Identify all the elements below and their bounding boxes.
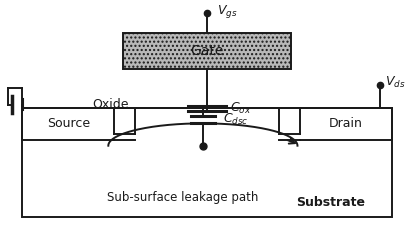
Text: $C_{ox}$: $C_{ox}$ xyxy=(229,101,250,116)
Text: Oxide: Oxide xyxy=(92,98,128,111)
Text: $V_{gs}$: $V_{gs}$ xyxy=(217,3,237,20)
Text: Gate: Gate xyxy=(190,44,223,58)
Text: $V_{ds}$: $V_{ds}$ xyxy=(384,75,404,90)
Bar xyxy=(122,33,291,69)
Bar xyxy=(22,108,391,217)
Text: Source: Source xyxy=(47,117,90,131)
Text: $C_{dsc}$: $C_{dsc}$ xyxy=(223,112,248,127)
Text: Drain: Drain xyxy=(328,117,362,131)
Text: Substrate: Substrate xyxy=(295,196,364,209)
Text: Sub-surface leakage path: Sub-surface leakage path xyxy=(107,191,257,204)
